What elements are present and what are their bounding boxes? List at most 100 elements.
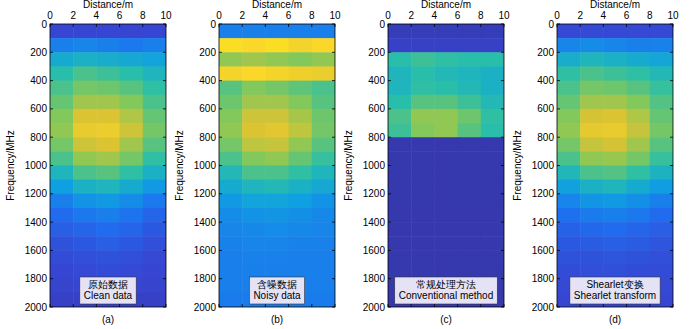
cell xyxy=(50,180,74,195)
cell xyxy=(458,208,482,223)
tick xyxy=(388,304,389,307)
tick-label: 800 xyxy=(199,132,216,143)
tick xyxy=(332,80,335,81)
cell xyxy=(481,137,504,152)
cell xyxy=(312,137,335,152)
annotation: Noisy data xyxy=(253,290,301,301)
cell xyxy=(580,194,604,209)
cell xyxy=(627,95,651,110)
cell xyxy=(242,166,266,181)
cell xyxy=(219,208,243,223)
tick xyxy=(411,304,412,307)
cell xyxy=(265,250,289,265)
tick-label: 4 xyxy=(432,10,438,21)
cell xyxy=(458,81,482,96)
cell xyxy=(96,38,120,53)
cell xyxy=(219,236,243,251)
tick xyxy=(219,193,222,194)
cell xyxy=(557,52,581,67)
cell xyxy=(143,279,166,294)
tick xyxy=(50,137,53,138)
cell xyxy=(242,95,266,110)
tick xyxy=(501,80,504,81)
cells xyxy=(388,24,504,307)
axis-label: Distance/m xyxy=(590,0,640,10)
tick xyxy=(219,307,222,308)
cell xyxy=(143,222,166,237)
tick xyxy=(388,52,391,53)
cell xyxy=(50,208,74,223)
cell xyxy=(312,293,335,307)
tick-label: 2000 xyxy=(25,302,48,313)
cell xyxy=(434,151,458,166)
tick xyxy=(332,108,335,109)
cell xyxy=(557,95,581,110)
cell xyxy=(650,250,673,265)
cell xyxy=(143,180,166,195)
cell xyxy=(434,24,458,39)
cell xyxy=(96,180,120,195)
tick-label: 2000 xyxy=(532,302,555,313)
cell xyxy=(265,151,289,166)
cell xyxy=(411,194,435,209)
cell xyxy=(143,208,166,223)
cell xyxy=(219,66,243,81)
tick xyxy=(626,304,627,307)
cell xyxy=(50,52,74,67)
cell xyxy=(96,109,120,124)
cell xyxy=(388,24,412,39)
tick xyxy=(50,52,53,53)
tick xyxy=(50,24,53,25)
cell xyxy=(265,137,289,152)
panel: 0246810020040060080010001200140016001800… xyxy=(343,0,510,325)
tick xyxy=(50,165,53,166)
annotation-box xyxy=(395,277,498,304)
cell xyxy=(434,109,458,124)
tick xyxy=(163,165,166,166)
tick xyxy=(388,222,391,223)
cell xyxy=(289,236,313,251)
cell xyxy=(627,250,651,265)
cell xyxy=(289,95,313,110)
cell xyxy=(312,123,335,138)
cell xyxy=(219,95,243,110)
cell xyxy=(603,208,627,223)
tick xyxy=(332,52,335,53)
tick xyxy=(673,24,674,27)
cell xyxy=(458,137,482,152)
cell xyxy=(627,123,651,138)
cell xyxy=(73,109,97,124)
tick-label: 1600 xyxy=(25,245,48,256)
cell xyxy=(388,194,412,209)
tick xyxy=(388,165,391,166)
tick-label: 200 xyxy=(368,47,385,58)
cell xyxy=(143,250,166,265)
tick-label: 1400 xyxy=(532,217,555,228)
cell xyxy=(627,109,651,124)
tick-label: 2 xyxy=(239,10,245,21)
cell xyxy=(143,109,166,124)
tick xyxy=(332,193,335,194)
annotation-box xyxy=(570,277,660,304)
cell xyxy=(434,52,458,67)
cell xyxy=(242,123,266,138)
cell xyxy=(650,24,673,39)
cell xyxy=(580,137,604,152)
cells xyxy=(50,24,166,307)
cell xyxy=(96,81,120,96)
cell xyxy=(143,194,166,209)
tick-label: 1600 xyxy=(194,245,217,256)
cell xyxy=(120,109,144,124)
cell xyxy=(603,52,627,67)
cell xyxy=(411,236,435,251)
frame xyxy=(219,24,335,307)
cell xyxy=(411,24,435,39)
cell xyxy=(73,81,97,96)
cell xyxy=(627,180,651,195)
cell xyxy=(50,109,74,124)
tick xyxy=(670,222,673,223)
tick-label: 200 xyxy=(199,47,216,58)
cell xyxy=(481,180,504,195)
cell xyxy=(242,38,266,53)
tick-label: 600 xyxy=(537,103,554,114)
